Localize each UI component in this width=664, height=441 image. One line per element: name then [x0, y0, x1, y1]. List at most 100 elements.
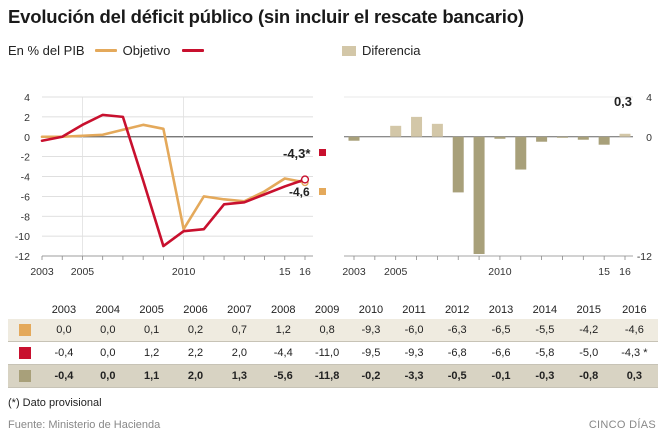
table-cell: -0,2: [349, 364, 393, 388]
objetivo-legend-label: Objetivo: [122, 43, 171, 58]
table-cell: 1,3: [217, 364, 262, 388]
bar-legend: Diferencia: [342, 43, 421, 58]
y-tick-label: -12: [15, 251, 30, 263]
table-cell: 0,0: [85, 364, 130, 388]
x-tick-label: 2010: [172, 266, 196, 278]
diferencia-bar: [390, 125, 402, 137]
footnote: (*) Dato provisional: [8, 397, 102, 409]
table-cell: 0,8: [305, 319, 350, 342]
bar-y-tick-label: 4: [646, 92, 652, 104]
year-header: 2013: [488, 304, 514, 316]
table-cell: -0,3: [522, 364, 567, 388]
table-cell: 1,2: [129, 341, 174, 365]
diferencia-bar: [411, 116, 423, 137]
table-cell: 1,1: [129, 364, 174, 388]
bar-x-tick-label: 2005: [384, 266, 408, 278]
real-endpoint: [300, 175, 310, 184]
table-cell: -6,5: [479, 319, 523, 342]
table-cell: -0,5: [435, 364, 480, 388]
table-cell: -5,5: [522, 319, 567, 342]
source-credit: Fuente: Ministerio de Hacienda: [8, 419, 161, 431]
table-cell: 2,2: [173, 341, 218, 365]
diferencia-bar: [473, 136, 485, 255]
year-header: 2014: [532, 304, 558, 316]
table-cell: -4,4: [261, 341, 306, 365]
y-tick-label: 0: [24, 132, 30, 144]
line-legend: En % del PIB Objetivo: [8, 43, 210, 58]
table-row-real: -0,4 0,0 1,2 2,2 2,0 -4,4 -11,0 -9,5 -9,…: [8, 341, 658, 365]
objetivo-final-label: -4,6: [289, 185, 310, 199]
table-cell: -3,3: [392, 364, 436, 388]
year-header: 2005: [139, 304, 164, 316]
objetivo-line: [40, 123, 307, 231]
table-cell: -4,6: [610, 319, 658, 342]
table-cell: -4,3 *: [610, 341, 658, 365]
diferencia-bar: [452, 136, 464, 193]
chart-title: Evolución del déficit público (sin inclu…: [8, 6, 524, 27]
year-header: 2007: [227, 304, 252, 316]
unit-label: En % del PIB: [8, 43, 85, 58]
year-header: 2011: [402, 304, 426, 316]
diferencia-bar: [515, 136, 527, 170]
table-cell: -6,0: [392, 319, 436, 342]
table-cell: 2,0: [173, 364, 218, 388]
table-cell: 0,3: [610, 364, 658, 388]
table-cell: -9,3: [392, 341, 436, 365]
table-cell: -0,4: [42, 341, 86, 365]
bar-x-tick-label: 2010: [488, 266, 512, 278]
diferencia-legend-label: Diferencia: [362, 43, 421, 58]
y-tick-label: 2: [24, 112, 30, 124]
diferencia-bar: [577, 136, 589, 140]
bar-x-tick-label: 2003: [342, 266, 366, 278]
real-swatch: [182, 49, 205, 52]
bar-y-tick-label: -12: [637, 251, 652, 263]
table-cell: -0,8: [566, 364, 611, 388]
year-header: 2003: [51, 304, 77, 316]
diferencia-bar: [619, 133, 631, 137]
table-cell: -0,1: [479, 364, 523, 388]
year-header: 2006: [183, 304, 208, 316]
y-tick-label: -2: [21, 152, 30, 164]
real-label-marker: [319, 149, 326, 156]
objetivo-swatch: [94, 49, 117, 52]
table-cell: -11,0: [305, 341, 350, 365]
year-header: 2009: [314, 304, 340, 316]
row-key: [8, 341, 42, 365]
x-tick-label: 2003: [30, 266, 54, 278]
y-tick-label: -4: [21, 172, 30, 184]
y-tick-label: -8: [21, 211, 30, 223]
real-line: [40, 113, 307, 248]
table-cell: 0,0: [85, 319, 130, 342]
table-cell: -4,2: [566, 319, 611, 342]
real-key-icon: [19, 347, 31, 360]
bar-x-tick-label: 15: [598, 266, 610, 278]
table-cell: -11,8: [305, 364, 350, 388]
objetivo-key-icon: [19, 324, 31, 337]
table-cell: 0,0: [85, 341, 130, 365]
table-cell: 0,0: [42, 319, 86, 342]
diferencia-bar: [348, 136, 360, 141]
table-cell: -0,4: [42, 364, 86, 388]
table-cell: -6,3: [435, 319, 480, 342]
diferencia-bar: [598, 136, 610, 145]
table-cell: -5,8: [522, 341, 567, 365]
table-cell: 2,0: [217, 341, 262, 365]
row-key: [8, 364, 42, 388]
table-cell: 1,2: [261, 319, 306, 342]
table-cell: -9,5: [349, 341, 393, 365]
brand-logo: CINCO DÍAS: [588, 419, 656, 431]
row-key: [8, 319, 42, 342]
table-row-diferencia: -0,4 0,0 1,1 2,0 1,3 -5,6 -11,8 -0,2 -3,…: [8, 364, 658, 388]
diferencia-swatch: [342, 45, 356, 56]
year-header: 2004: [95, 304, 121, 316]
x-tick-label: 16: [299, 266, 311, 278]
objetivo-label-marker: [319, 188, 326, 195]
x-tick-label: 2005: [71, 266, 95, 278]
table-cell: 0,2: [173, 319, 218, 342]
table-cell: -9,3: [349, 319, 393, 342]
real-final-label: -4,3*: [283, 146, 311, 161]
table-key-header: [8, 301, 42, 319]
y-tick-label: 4: [24, 92, 30, 104]
y-tick-label: -6: [21, 191, 30, 203]
